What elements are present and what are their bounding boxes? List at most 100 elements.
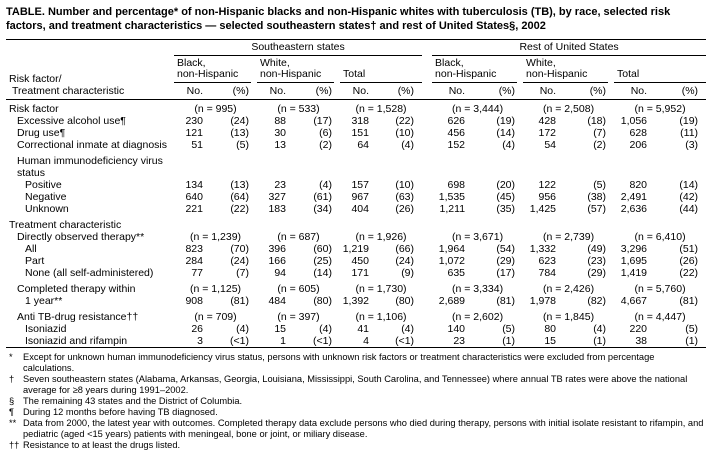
subgroup-line1: Black, bbox=[435, 56, 464, 69]
count-cell: 94 bbox=[274, 267, 286, 280]
group-header-rest-of-us: Rest of United States bbox=[432, 39, 707, 56]
percent-cell: (80) bbox=[395, 295, 415, 308]
percent-cell: (34) bbox=[313, 203, 332, 216]
percent-cell: (81) bbox=[679, 295, 699, 308]
count-cell: 166 bbox=[268, 255, 286, 268]
footnote-text: Seven southeastern states (Alabama, Arka… bbox=[23, 374, 688, 396]
count-cell: 2,689 bbox=[438, 295, 466, 308]
footnote: § The remaining 43 states and the Distric… bbox=[6, 396, 706, 407]
percent-cell: (11) bbox=[680, 127, 699, 140]
count-cell: 151 bbox=[351, 127, 369, 140]
count-cell: 1,072 bbox=[438, 255, 466, 268]
footnote: * Except for unknown human immunodeficien… bbox=[6, 352, 706, 374]
sample-size-cell: (n = 533) bbox=[277, 103, 320, 116]
column-spacer bbox=[422, 115, 432, 127]
percent-cell: (49) bbox=[587, 243, 607, 256]
col-header-pct: (%) bbox=[478, 83, 524, 101]
percent-cell: (42) bbox=[679, 191, 699, 204]
count-cell: 140 bbox=[447, 323, 466, 336]
column-spacer bbox=[422, 231, 432, 243]
column-spacer bbox=[422, 243, 432, 255]
table-row: Risk factor (n = 995) (n = 533) (n = 1,528)… bbox=[6, 100, 706, 116]
row-label: 1 year** bbox=[25, 295, 63, 308]
count-cell: 30 bbox=[274, 127, 286, 140]
table-row: Correctional inmate at diagnosis 51 (5) 13 (… bbox=[6, 139, 706, 151]
section-label: Treatment characteristic bbox=[9, 219, 122, 232]
percent-cell: (7) bbox=[593, 127, 607, 140]
row-label: Negative bbox=[25, 191, 67, 204]
count-cell: 956 bbox=[538, 191, 557, 204]
percent-cell: (4) bbox=[502, 139, 516, 152]
table-row: Isoniazid 26 (4) 15 (4) 41 (4) 140 (5) 80 (4) 220 (5… bbox=[6, 323, 706, 335]
percent-cell: (5) bbox=[593, 179, 607, 192]
count-cell: 2,636 bbox=[620, 203, 648, 216]
row-label: Part bbox=[25, 255, 45, 268]
percent-cell: (2) bbox=[319, 139, 332, 152]
column-spacer bbox=[422, 307, 432, 323]
count-cell: 635 bbox=[447, 267, 466, 280]
count-cell: 823 bbox=[185, 243, 203, 256]
column-spacer bbox=[422, 127, 432, 139]
percent-cell: (9) bbox=[401, 267, 415, 280]
percent-cell: (29) bbox=[587, 267, 607, 280]
percent-cell: (24) bbox=[230, 115, 249, 128]
column-spacer bbox=[422, 323, 432, 335]
count-cell: 284 bbox=[185, 255, 203, 268]
count-cell: 628 bbox=[629, 127, 648, 140]
percent-cell: (14) bbox=[496, 127, 516, 140]
percent-cell: (19) bbox=[496, 115, 516, 128]
sample-size-cell: (n = 995) bbox=[194, 103, 237, 116]
column-spacer bbox=[422, 179, 432, 191]
count-cell: 171 bbox=[351, 267, 369, 280]
count-cell: 54 bbox=[544, 139, 557, 152]
count-cell: 38 bbox=[635, 335, 648, 348]
row-label: Correctional inmate at diagnosis bbox=[17, 139, 167, 152]
percent-cell: (3) bbox=[685, 139, 699, 152]
percent-cell: (5) bbox=[685, 323, 699, 336]
count-cell: 80 bbox=[544, 323, 557, 336]
percent-cell: (4) bbox=[236, 323, 249, 336]
percent-cell: (51) bbox=[679, 243, 699, 256]
percent-cell: (22) bbox=[679, 267, 699, 280]
percent-cell: (<1) bbox=[230, 335, 249, 348]
table-row: Anti TB-drug resistance†† (n = 709) (n = 3… bbox=[6, 307, 706, 323]
percent-cell: (24) bbox=[395, 255, 415, 268]
percent-cell: (13) bbox=[230, 127, 249, 140]
col-header-pct: (%) bbox=[216, 83, 257, 101]
count-cell: 484 bbox=[268, 295, 286, 308]
row-header-line1: Risk factor/ bbox=[9, 72, 62, 85]
tb-statistics-table: Risk factor/ Treatment characteristic So… bbox=[6, 38, 707, 349]
count-cell: 1,695 bbox=[620, 255, 648, 268]
footnote-text: Except for unknown human immunodeficienc… bbox=[23, 352, 655, 374]
subgroup-line2: Total bbox=[343, 68, 366, 81]
subgroup-header-row: Black, non-Hispanic White, non-Hispanic … bbox=[6, 55, 707, 84]
footnote-text: Data from 2000, the latest year with out… bbox=[23, 418, 704, 440]
count-cell: 1 bbox=[280, 335, 286, 348]
col-header-pct: (%) bbox=[660, 83, 707, 101]
count-cell: 13 bbox=[274, 139, 286, 152]
sample-size-cell: (n = 5,952) bbox=[634, 103, 686, 116]
percent-cell: (70) bbox=[230, 243, 249, 256]
count-cell: 784 bbox=[538, 267, 557, 280]
count-cell: 152 bbox=[447, 139, 466, 152]
footnote: ** Data from 2000, the latest year with o… bbox=[6, 418, 706, 440]
percent-cell: (6) bbox=[319, 127, 332, 140]
count-cell: 64 bbox=[357, 139, 369, 152]
percent-cell: (54) bbox=[496, 243, 516, 256]
sample-size-cell: (n = 3,334) bbox=[451, 283, 504, 296]
count-cell: 404 bbox=[351, 203, 369, 216]
column-spacer bbox=[422, 335, 432, 348]
percent-cell: (60) bbox=[313, 243, 332, 256]
percent-cell: (4) bbox=[319, 179, 332, 192]
subgroup-header-se-white: White, non-Hispanic bbox=[257, 55, 340, 84]
percent-cell: (14) bbox=[313, 267, 332, 280]
count-cell: 15 bbox=[274, 323, 286, 336]
count-cell: 220 bbox=[629, 323, 648, 336]
percent-cell: (26) bbox=[395, 203, 415, 216]
table-row: Positive 134 (13) 23 (4) 157 (10) 698 (20) 122 (5)… bbox=[6, 179, 706, 191]
col-header-no: No. bbox=[432, 83, 479, 101]
col-header-no: No. bbox=[340, 83, 382, 101]
row-label: Positive bbox=[25, 179, 62, 192]
cols-header-row: No. (%) No. (%) No. (%) No. (%) No. (%) … bbox=[6, 83, 707, 101]
row-label: Completed therapy within bbox=[17, 283, 136, 296]
